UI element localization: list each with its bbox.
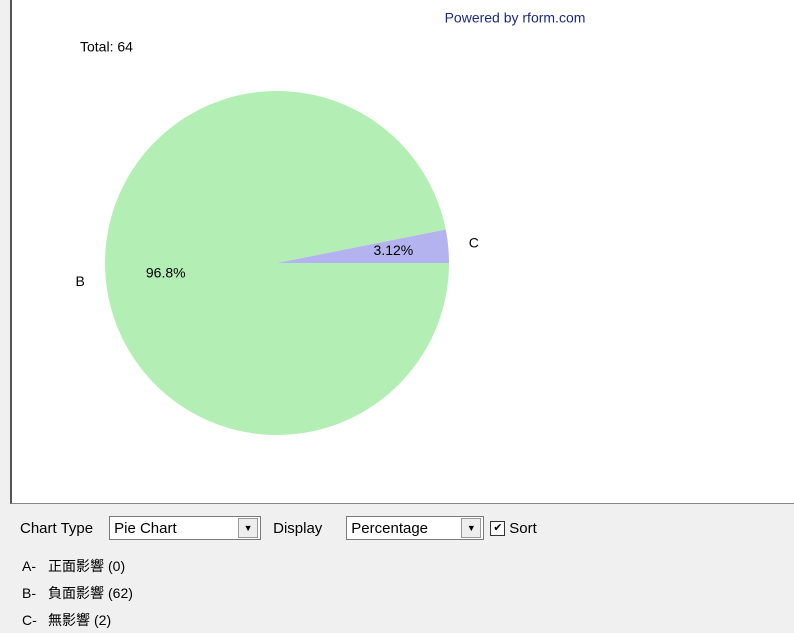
slice-category-label: C xyxy=(469,234,479,250)
slice-value-label: 96.8% xyxy=(146,265,186,281)
controls: Chart Type Pie Chart ▼ Display Percentage… xyxy=(20,513,537,543)
chart-panel: Powered by rform.com Total: 64 96.8% B 3.1… xyxy=(10,0,794,504)
dropdown-arrow: ▼ xyxy=(461,518,482,538)
chart-type-select[interactable]: Pie Chart ▼ xyxy=(109,516,262,540)
display-select[interactable]: Percentage ▼ xyxy=(346,516,485,540)
dropdown-arrow: ▼ xyxy=(238,518,259,538)
legend-item: A- 正面影響 (0) xyxy=(22,556,125,576)
slice-category-label: B xyxy=(75,273,84,289)
pie-slice xyxy=(277,229,449,263)
legend-count: (0) xyxy=(108,558,126,574)
sort-label: Sort xyxy=(509,519,537,537)
legend-item: B- 負面影響 (62) xyxy=(22,583,133,603)
legend-letter: A- xyxy=(22,558,36,574)
legend-name: 負面影響 xyxy=(48,585,104,601)
chart-title: Total: 64 xyxy=(80,39,133,55)
legend-letter: B- xyxy=(22,585,36,601)
display-label: Display xyxy=(273,519,323,537)
legend-letter: C- xyxy=(22,612,37,628)
legend-name: 正面影響 xyxy=(48,558,104,574)
slice-value-label: 3.12% xyxy=(374,242,414,258)
chart: Powered by rform.com Total: 64 96.8% B 3.1… xyxy=(75,10,586,435)
legend-count: (2) xyxy=(94,612,112,628)
legend-item: C- 無影響 (2) xyxy=(22,610,111,630)
legend-count: (62) xyxy=(108,585,133,601)
sort-checkbox[interactable]: ✔ xyxy=(490,520,506,536)
pie-slice xyxy=(104,90,449,435)
display-value: Percentage xyxy=(351,519,429,537)
legend-name: 無影響 xyxy=(48,612,90,628)
credit: Powered by rform.com xyxy=(445,10,586,26)
chart-type-label: Chart Type xyxy=(20,519,94,537)
chart-type-value: Pie Chart xyxy=(114,519,177,537)
